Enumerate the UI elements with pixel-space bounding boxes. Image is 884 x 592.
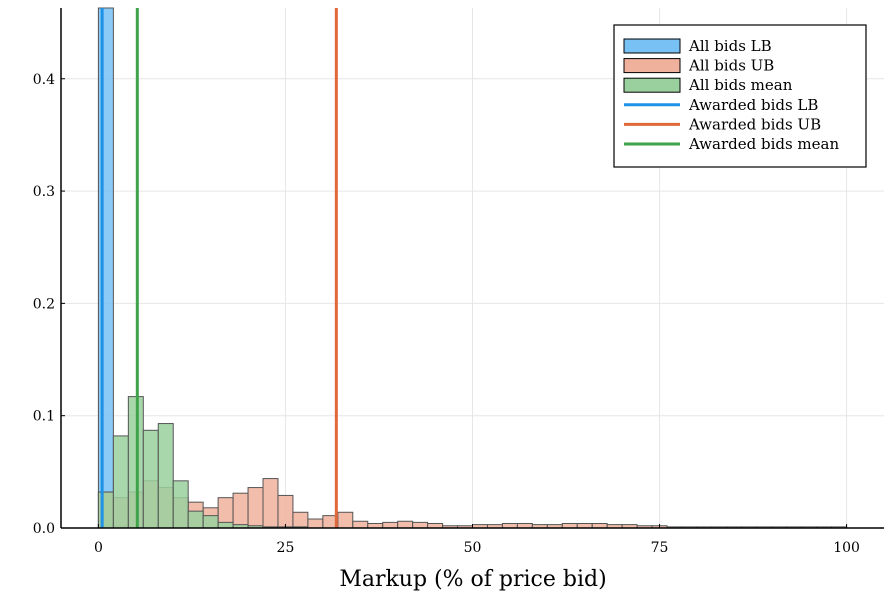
histogram-series-2 [97,396,309,529]
awarded-vlines [100,8,338,528]
histogram-bar-1-12 [277,494,294,529]
histogram-bar-1-21 [412,521,429,529]
y-tick-label-3: 0.3 [33,184,55,200]
x-tick-label-0: 0 [94,540,103,556]
legend-label-3: Awarded bids LB [688,96,818,114]
y-tick-label-1: 0.1 [33,409,55,425]
legend-swatch-2 [623,77,681,93]
y-tick-label-2: 0.2 [33,296,55,312]
histogram-bar-2-6 [187,510,204,529]
histogram-bar-2-7 [202,515,219,529]
histogram-bar-1-14 [307,518,324,529]
histogram-bar-2-5 [172,480,189,529]
histogram-bar-2-3 [142,429,159,529]
x-tick-label-4: 100 [833,540,860,556]
legend-label-4: Awarded bids UB [688,115,821,133]
y-tick-label-0: 0.0 [33,521,55,537]
y-tick-label-4: 0.4 [33,72,55,88]
histogram-bar-1-16 [337,511,354,529]
histogram-bar-1-19 [382,521,399,529]
legend-label-5: Awarded bids mean [688,135,839,153]
histogram-bar-1-13 [292,511,309,529]
tick-labels: 0 25 50 75 100 0.0 0.1 0.2 0.3 0.4 [33,72,860,556]
histogram-bar-2-8 [217,521,234,529]
x-tick-label-2: 50 [464,540,482,556]
histogram-bar-1-17 [352,520,369,529]
histogram-bar-2-4 [157,423,174,529]
legend-label-2: All bids mean [688,76,793,94]
legend-swatch-0 [623,38,681,54]
legend-swatch-1 [623,58,681,74]
histogram-bar-1-20 [397,520,414,529]
legend-label-1: All bids UB [688,57,774,75]
histogram-bar-1-10 [247,487,264,529]
x-tick-label-3: 75 [651,540,669,556]
x-axis-label: Markup (% of price bid) [339,567,606,592]
legend-label-0: All bids LB [688,37,772,55]
histogram-bar-2-1 [112,435,129,529]
x-tick-label-1: 25 [277,540,295,556]
histogram-bar-1-11 [262,478,279,529]
histogram-bar-1-9 [232,492,249,529]
